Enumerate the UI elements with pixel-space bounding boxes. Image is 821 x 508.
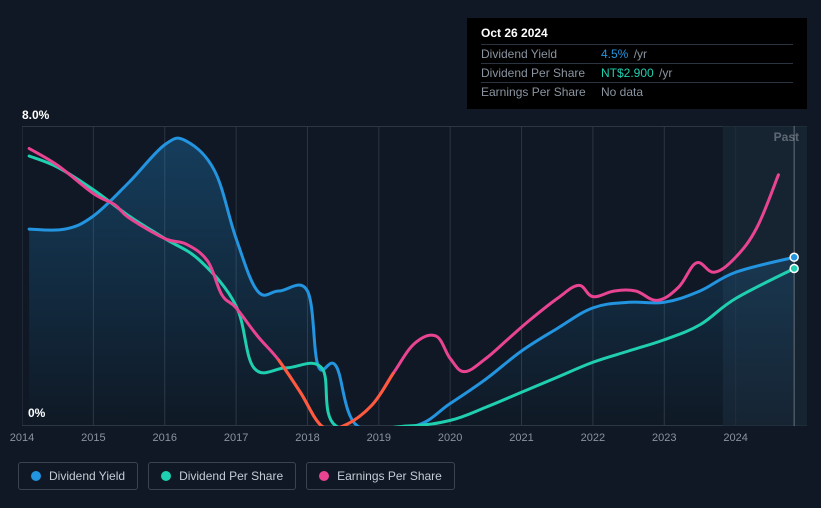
- x-tick-label: 2014: [10, 432, 34, 444]
- legend-swatch: [161, 471, 171, 481]
- x-tick-label: 2022: [581, 432, 605, 444]
- tooltip-row-value: No data: [601, 85, 793, 99]
- legend-swatch: [319, 471, 329, 481]
- legend-label: Earnings Per Share: [337, 469, 442, 483]
- x-tick-label: 2020: [438, 432, 462, 444]
- tooltip-row-label: Dividend Per Share: [481, 66, 601, 80]
- x-tick-label: 2015: [81, 432, 105, 444]
- tooltip-row: Dividend Per ShareNT$2.900 /yr: [481, 63, 793, 82]
- x-tick-label: 2018: [295, 432, 319, 444]
- x-tick-label: 2016: [152, 432, 176, 444]
- y-axis-max: 8.0%: [22, 108, 49, 122]
- tooltip-panel: Oct 26 2024 Dividend Yield4.5% /yrDivide…: [467, 18, 807, 109]
- legend: Dividend Yield Dividend Per Share Earnings…: [18, 462, 455, 490]
- x-tick-label: 2021: [509, 432, 533, 444]
- tooltip-row-value: 4.5% /yr: [601, 47, 793, 61]
- tooltip-row-value: NT$2.900 /yr: [601, 66, 793, 80]
- legend-label: Dividend Yield: [49, 469, 125, 483]
- legend-swatch: [31, 471, 41, 481]
- legend-label: Dividend Per Share: [179, 469, 283, 483]
- tooltip-row: Dividend Yield4.5% /yr: [481, 44, 793, 63]
- x-tick-label: 2017: [224, 432, 248, 444]
- tooltip-row-label: Earnings Per Share: [481, 85, 601, 99]
- x-axis-labels: 2014201520162017201820192020202120222023…: [22, 432, 807, 448]
- x-tick-label: 2023: [652, 432, 676, 444]
- x-tick-label: 2024: [723, 432, 747, 444]
- x-tick-label: 2019: [367, 432, 391, 444]
- legend-item[interactable]: Earnings Per Share: [306, 462, 455, 490]
- legend-item[interactable]: Dividend Per Share: [148, 462, 296, 490]
- line-chart: [22, 126, 807, 426]
- legend-item[interactable]: Dividend Yield: [18, 462, 138, 490]
- tooltip-date: Oct 26 2024: [481, 26, 793, 44]
- tooltip-row-label: Dividend Yield: [481, 47, 601, 61]
- tooltip-row: Earnings Per ShareNo data: [481, 82, 793, 101]
